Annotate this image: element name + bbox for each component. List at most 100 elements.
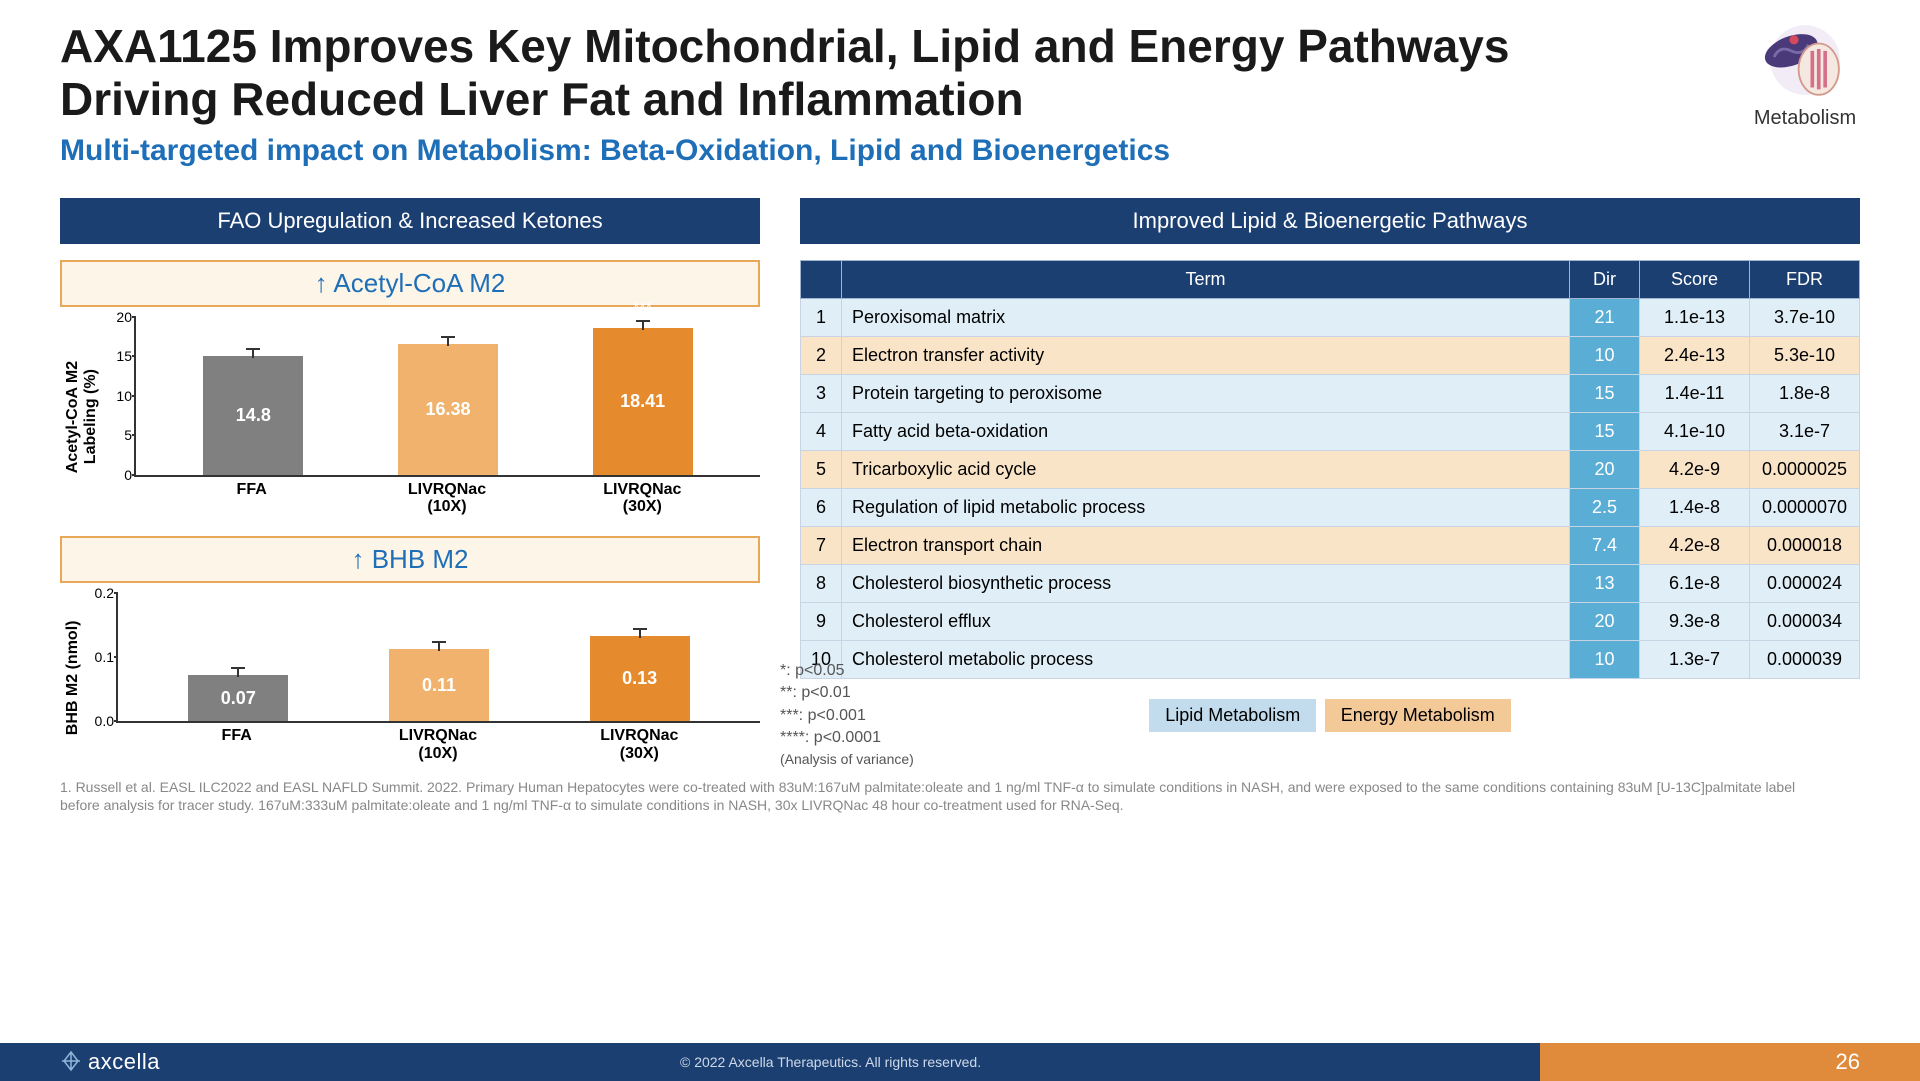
left-panel-header: FAO Upregulation & Increased Ketones — [60, 198, 760, 244]
table-header: Dir — [1570, 260, 1640, 298]
pathway-table: TermDirScoreFDR 1Peroxisomal matrix211.1… — [800, 260, 1860, 679]
table-row: 5Tricarboxylic acid cycle204.2e-90.00000… — [801, 450, 1860, 488]
table-cell: 1.3e-7 — [1640, 640, 1750, 678]
slide-title-2: Driving Reduced Liver Fat and Inflammati… — [60, 73, 1860, 126]
table-cell: 2.5 — [1570, 488, 1640, 526]
chart1-ylabel: Acetyl-CoA M2Labeling (%) — [60, 317, 104, 516]
x-label: FFA — [182, 727, 292, 762]
table-cell: Cholesterol efflux — [842, 602, 1570, 640]
table-cell: 4.2e-8 — [1640, 526, 1750, 564]
brand-icon — [60, 1050, 82, 1075]
chart1-title: ↑ Acetyl-CoA M2 — [60, 260, 760, 307]
bar-group: 0.07 — [183, 675, 293, 721]
table-cell: 7 — [801, 526, 842, 564]
table-cell: 1 — [801, 298, 842, 336]
bar: 14.8 — [203, 356, 303, 474]
table-cell: 3.1e-7 — [1750, 412, 1860, 450]
bar-group: 0.13**** — [585, 636, 695, 721]
chart2: BHB M2 (nmol) 0.070.11****0.13**** 0.00.… — [60, 593, 760, 762]
bar-group: 14.8 — [198, 356, 308, 474]
table-cell: 15 — [1570, 374, 1640, 412]
chart1-title-text: Acetyl-CoA M2 — [333, 268, 505, 298]
bar-group: 16.38* — [393, 344, 503, 475]
table-cell: 0.0000025 — [1750, 450, 1860, 488]
x-label: LIVRQNac(30X) — [587, 481, 697, 516]
table-header — [801, 260, 842, 298]
table-row: 2Electron transfer activity102.4e-135.3e… — [801, 336, 1860, 374]
right-column: Improved Lipid & Bioenergetic Pathways T… — [800, 198, 1860, 762]
legend-lipid: Lipid Metabolism — [1149, 699, 1316, 732]
bar: 0.13**** — [590, 636, 690, 721]
copyright: © 2022 Axcella Therapeutics. All rights … — [680, 1054, 981, 1070]
table-cell: 10 — [1570, 336, 1640, 374]
table-cell: 0.000018 — [1750, 526, 1860, 564]
table-cell: 2 — [801, 336, 842, 374]
table-cell: 21 — [1570, 298, 1640, 336]
table-cell: Peroxisomal matrix — [842, 298, 1570, 336]
slide-subtitle: Multi-targeted impact on Metabolism: Bet… — [60, 134, 1860, 168]
table-cell: Electron transport chain — [842, 526, 1570, 564]
table-cell: Cholesterol biosynthetic process — [842, 564, 1570, 602]
table-cell: Protein targeting to peroxisome — [842, 374, 1570, 412]
table-cell: 0.000034 — [1750, 602, 1860, 640]
page-number: 26 — [1836, 1049, 1860, 1075]
x-label: FFA — [197, 481, 307, 516]
slide-title-1: AXA1125 Improves Key Mitochondrial, Lipi… — [60, 20, 1860, 73]
table-cell: 1.8e-8 — [1750, 374, 1860, 412]
table-header: Score — [1640, 260, 1750, 298]
table-row: 10Cholesterol metabolic process101.3e-70… — [801, 640, 1860, 678]
table-cell: 4 — [801, 412, 842, 450]
bar: 16.38* — [398, 344, 498, 475]
table-cell: Tricarboxylic acid cycle — [842, 450, 1570, 488]
chart2-plot: 0.070.11****0.13**** 0.00.10.2 — [116, 593, 760, 723]
table-cell: 1.4e-11 — [1640, 374, 1750, 412]
bar-group: 18.41*** — [588, 328, 698, 475]
bar: 0.11**** — [389, 649, 489, 721]
table-cell: 7.4 — [1570, 526, 1640, 564]
x-label: LIVRQNac(10X) — [392, 481, 502, 516]
table-legend: Lipid Metabolism Energy Metabolism — [800, 699, 1860, 732]
table-cell: 20 — [1570, 602, 1640, 640]
table-cell: Regulation of lipid metabolic process — [842, 488, 1570, 526]
left-column: FAO Upregulation & Increased Ketones ↑ A… — [60, 198, 760, 762]
x-label: LIVRQNac(30X) — [584, 727, 694, 762]
table-cell: 1.4e-8 — [1640, 488, 1750, 526]
table-cell: 0.000039 — [1750, 640, 1860, 678]
chart2-ylabel: BHB M2 (nmol) — [60, 593, 86, 762]
footer: axcella © 2022 Axcella Therapeutics. All… — [0, 1043, 1920, 1081]
table-cell: 8 — [801, 564, 842, 602]
table-cell: 4.2e-9 — [1640, 450, 1750, 488]
table-cell: 10 — [1570, 640, 1640, 678]
table-cell: 20 — [1570, 450, 1640, 488]
table-cell: 4.1e-10 — [1640, 412, 1750, 450]
table-cell: 2.4e-13 — [1640, 336, 1750, 374]
table-cell: 5.3e-10 — [1750, 336, 1860, 374]
table-row: 3Protein targeting to peroxisome151.4e-1… — [801, 374, 1860, 412]
table-cell: Fatty acid beta-oxidation — [842, 412, 1570, 450]
bar: 18.41*** — [593, 328, 693, 475]
table-cell: 0.0000070 — [1750, 488, 1860, 526]
table-cell: 6.1e-8 — [1640, 564, 1750, 602]
table-cell: Electron transfer activity — [842, 336, 1570, 374]
table-header: Term — [842, 260, 1570, 298]
table-cell: 5 — [801, 450, 842, 488]
mitochondria-icon — [1750, 20, 1860, 100]
table-cell: 3 — [801, 374, 842, 412]
pvalue-legend: *: p<0.05**: p<0.01***: p<0.001****: p<0… — [780, 660, 914, 769]
table-cell: 15 — [1570, 412, 1640, 450]
table-cell: 9.3e-8 — [1640, 602, 1750, 640]
brand-name: axcella — [88, 1049, 160, 1075]
chart2-title-text: BHB M2 — [372, 544, 469, 574]
x-label: LIVRQNac(10X) — [383, 727, 493, 762]
table-row: 8Cholesterol biosynthetic process136.1e-… — [801, 564, 1860, 602]
chart1-plot: 14.816.38*18.41*** 05101520 — [134, 317, 760, 477]
footnote: 1. Russell et al. EASL ILC2022 and EASL … — [60, 778, 1860, 814]
table-row: 4Fatty acid beta-oxidation154.1e-103.1e-… — [801, 412, 1860, 450]
table-cell: 0.000024 — [1750, 564, 1860, 602]
table-cell: 6 — [801, 488, 842, 526]
corner-logo: Metabolism — [1750, 20, 1860, 130]
right-panel-header: Improved Lipid & Bioenergetic Pathways — [800, 198, 1860, 244]
chart1: Acetyl-CoA M2Labeling (%) 14.8 16.38* 18.4… — [60, 317, 760, 516]
table-row: 9Cholesterol efflux209.3e-80.000034 — [801, 602, 1860, 640]
table-row: 6Regulation of lipid metabolic process2.… — [801, 488, 1860, 526]
